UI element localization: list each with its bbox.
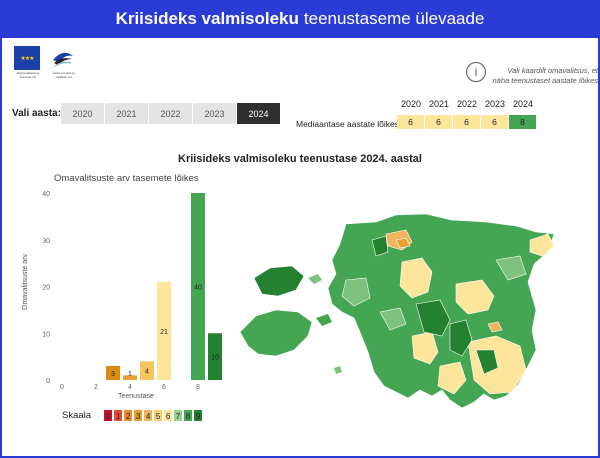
map-region-5[interactable] — [437, 361, 467, 395]
chart-subtitle: Omavalitsuste arv tasemete lõikes — [54, 173, 199, 184]
bar-level-6[interactable] — [157, 281, 171, 380]
median-year-2021: 2021 — [428, 99, 450, 109]
map-island-vormsi[interactable] — [308, 274, 322, 284]
elvl-logo: Eesti Linnade ja Valdade Liit — [50, 46, 78, 79]
bar-level-4[interactable] — [123, 375, 137, 380]
scale-cell-3: 3 — [133, 409, 144, 422]
map-island-saaremaa[interactable] — [239, 309, 313, 357]
median-year-2024: 2024 — [512, 99, 534, 109]
page-title-rest: teenustaseme ülevaade — [303, 9, 485, 28]
estonia-map[interactable] — [236, 200, 566, 415]
year-selector-label: Vali aasta: — [12, 108, 61, 119]
eu-logo-caption: Regionaalarengu Euroopa Liit — [16, 71, 40, 79]
page-title-bold: Kriisideks valmisoleku — [115, 9, 299, 28]
info-icon[interactable]: i — [466, 62, 486, 82]
x-tick-0: 0 — [60, 384, 64, 391]
x-tick-8: 8 — [196, 384, 200, 391]
y-tick-40: 40 — [42, 191, 50, 198]
x-axis-label: Teenustase — [118, 393, 154, 400]
map-island-hiiumaa[interactable] — [253, 265, 305, 297]
logos: ★★★ Regionaalarengu Euroopa Liit Eesti L… — [14, 46, 78, 79]
map-region-14[interactable] — [341, 277, 371, 307]
bar-label-9: 10 — [211, 355, 219, 362]
eu-logo: ★★★ Regionaalarengu Euroopa Liit — [14, 46, 42, 79]
scale-cell-7: 7 — [173, 409, 184, 422]
map-region-9[interactable] — [487, 321, 503, 333]
scale-cell-1: 1 — [113, 409, 124, 422]
scale-cell-9: 9 — [193, 409, 204, 422]
bar-label-3: 3 — [111, 371, 115, 378]
chart-title: Kriisideks valmisoleku teenustase 2024. … — [178, 153, 422, 165]
y-tick-10: 10 — [42, 331, 50, 338]
bar-label-6: 21 — [160, 329, 168, 336]
y-tick-0: 0 — [46, 378, 50, 385]
x-tick-6: 6 — [162, 384, 166, 391]
map-region-6[interactable] — [529, 233, 555, 257]
bar-chart: 0 10 20 30 40 0 2 4 6 8 3 1 4 21 40 10 — [42, 191, 222, 391]
median-years: 2020 2021 2022 2023 2024 — [397, 99, 537, 109]
map-region-16[interactable] — [379, 307, 407, 331]
map-region-13[interactable] — [475, 349, 499, 375]
scale-cell-0: 0 — [103, 409, 114, 422]
bar-level-8[interactable] — [191, 193, 205, 380]
elvl-logo-caption: Eesti Linnade ja Valdade Liit — [53, 71, 75, 79]
scale-cell-2: 2 — [123, 409, 134, 422]
median-value-2023: 6 — [481, 115, 509, 129]
median-year-2020: 2020 — [400, 99, 422, 109]
median-value-2020: 6 — [397, 115, 425, 129]
map-region-11[interactable] — [449, 319, 473, 357]
info-text: Vali kaardilt omavalitsus, et näha teenu… — [492, 66, 599, 85]
year-button-2021[interactable]: 2021 — [105, 103, 149, 124]
bar-level-3[interactable] — [106, 365, 120, 380]
scale-cell-6: 6 — [163, 409, 174, 422]
bar-level-5[interactable] — [140, 361, 154, 380]
year-button-2024[interactable]: 2024 — [237, 103, 281, 124]
x-tick-4: 4 — [128, 384, 132, 391]
median-value-2024: 8 — [509, 115, 537, 129]
scale-cell-8: 8 — [183, 409, 194, 422]
map-island-kihnu[interactable] — [334, 366, 342, 374]
year-button-2023[interactable]: 2023 — [193, 103, 237, 124]
scale-label: Skaala — [62, 410, 92, 421]
scale-cell-5: 5 — [153, 409, 164, 422]
year-button-2022[interactable]: 2022 — [149, 103, 193, 124]
bar-level-9[interactable] — [208, 333, 222, 380]
elvl-logo-icon — [50, 46, 76, 70]
y-tick-30: 30 — [42, 238, 50, 245]
bar-label-5: 4 — [145, 369, 149, 376]
map-island-muhu[interactable] — [316, 314, 332, 326]
median-year-2023: 2023 — [484, 99, 506, 109]
map-region-2[interactable] — [455, 279, 495, 315]
y-axis-label: Omavalitsuste arv — [22, 253, 29, 310]
map-region-8[interactable] — [395, 237, 411, 249]
median-label: Mediaantase aastate lõikes — [296, 119, 400, 129]
x-tick-2: 2 — [94, 384, 98, 391]
map-region-12[interactable] — [371, 235, 389, 257]
year-selector: 2020 2021 2022 2023 2024 — [61, 103, 281, 124]
bar-label-8: 40 — [194, 285, 202, 292]
median-value-2022: 6 — [453, 115, 481, 129]
median-value-2021: 6 — [425, 115, 453, 129]
map-region-15[interactable] — [495, 255, 527, 281]
map-region-10[interactable] — [415, 299, 451, 337]
map-region-1[interactable] — [399, 257, 433, 299]
bar-label-4: 1 — [128, 371, 132, 378]
eu-flag-icon: ★★★ — [14, 46, 40, 70]
year-button-2020[interactable]: 2020 — [61, 103, 105, 124]
median-year-2022: 2022 — [456, 99, 478, 109]
scale-cell-4: 4 — [143, 409, 154, 422]
page-header: Kriisideks valmisoleku teenustaseme ülev… — [0, 0, 600, 38]
y-tick-20: 20 — [42, 285, 50, 292]
